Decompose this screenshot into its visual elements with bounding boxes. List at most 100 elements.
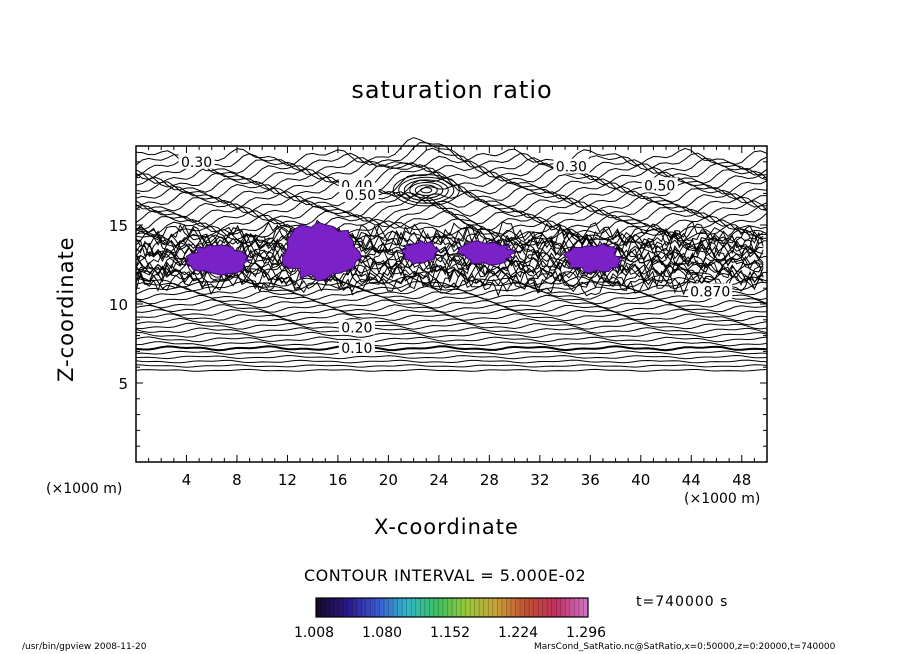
colorbar-cell [529,598,535,617]
contour-line [135,171,768,200]
colorbar-cell [501,598,507,617]
colorbar-cell [411,598,417,617]
x-tick-label: 48 [732,471,751,489]
colorbar-cell [533,598,539,617]
colorbar-cell [515,598,521,617]
contour-label: 0.30 [556,160,587,176]
colorbar-cell [574,598,580,617]
colorbar-cell [569,598,575,617]
colorbar-cell [338,598,344,617]
contour-line [135,137,768,167]
contour-line [135,331,768,339]
colorbar-cell [361,598,367,617]
colorbar-cell [424,598,430,617]
colorbar-cell [551,598,557,617]
contour-line [135,313,768,322]
footer-source: MarsCond_SatRatio.nc@SatRatio,x=0:50000,… [534,642,836,652]
contour-line [135,285,768,297]
contour-label: 0.50 [644,179,675,195]
contour-label: 0.870 [690,284,730,300]
contour-label-bg [178,153,215,169]
colorbar-cell [556,598,562,617]
colorbar-cell [524,598,530,617]
contour-line [135,364,768,368]
contour-line [135,177,768,205]
colorbar-cell [456,598,462,617]
colorbar-cell [429,598,435,617]
colorbar-cell [488,598,494,617]
colorbar-cell [442,598,448,617]
colorbar-cell [329,598,335,617]
contour-line [135,238,764,267]
colorbar-cell [520,598,526,617]
colorbar-cell [547,598,553,617]
contour-line [392,174,460,207]
contour-label-bg [342,186,379,202]
x-tick-label: 44 [682,471,701,489]
contour-line [403,179,449,202]
x-tick-label: 20 [379,471,398,489]
colorbar-cell [393,598,399,617]
contour-line [135,227,764,255]
contour-line [135,368,768,372]
contour-line [135,290,768,301]
contour-label: 0.20 [341,321,372,337]
contour-line [135,263,764,291]
colorbar-cell [438,598,444,617]
contour-line [414,184,438,196]
colorbar-cell [461,598,467,617]
colorbar-frame [315,597,589,618]
colorbar-cell [370,598,376,617]
colorbar-tick-label: 1.152 [430,625,470,641]
colorbar-tick-label: 1.224 [498,625,538,641]
contour-label: 0.50 [345,188,376,204]
contour-line [135,327,768,334]
x-tick-label: 4 [182,471,192,489]
x-tick-label: 24 [429,471,448,489]
contour-line [135,269,764,297]
contour-line [135,164,768,191]
colorbar-cell [510,598,516,617]
colorbar-cell [374,598,380,617]
supersaturated-region [456,240,516,266]
contour-interval-label: CONTOUR INTERVAL = 5.000E-02 [304,566,587,585]
contour-line [135,222,764,248]
contour-line [398,176,455,204]
colorbar-cell [542,598,548,617]
colorbar-cell [465,598,471,617]
time-label: t=740000 s [636,594,729,610]
x-tick-label: 8 [232,471,242,489]
colorbar-cell [347,598,353,617]
x-tick-label: 12 [278,471,297,489]
x-tick-label: 16 [328,471,347,489]
colorbar-cell [578,598,584,617]
contour-line [135,191,768,214]
contour-label: 0.10 [341,341,372,357]
colorbar-cell [506,598,512,617]
x-axis-label: X-coordinate [374,515,519,539]
supersaturated-region [400,240,440,265]
colorbar-cell [320,598,326,617]
contour-line [135,317,768,326]
contour-line [135,184,768,210]
supersaturated-region [281,221,363,282]
x-tick-label: 36 [581,471,600,489]
y-tick-label: 15 [109,217,128,235]
chart-title: saturation ratio [351,76,553,104]
x-unit-label-left: (×1000 m) [46,481,123,497]
contour-line [135,219,764,248]
colorbar-cell [447,598,453,617]
colorbar-cell [388,598,394,617]
colorbar-cell [560,598,566,617]
contour-line [135,196,768,228]
colorbar-tick-label: 1.008 [294,625,334,641]
colorbar-cell [479,598,485,617]
colorbar-tick-label: 1.296 [566,625,606,641]
colorbar-cell [343,598,349,617]
contour-line [135,294,768,305]
colorbar-cell [538,598,544,617]
contour-label-bg [641,177,678,193]
contour-line [135,350,768,355]
contour-line [135,155,768,181]
